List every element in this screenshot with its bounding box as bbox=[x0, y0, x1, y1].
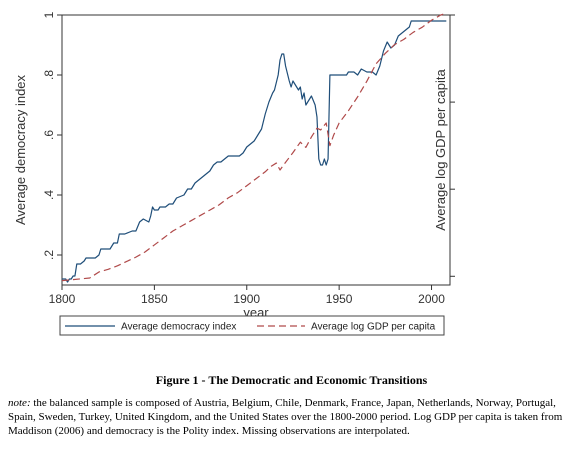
y-right-tick-label: 10 bbox=[456, 8, 457, 22]
y-axis-right-title: Average log GDP per capita bbox=[433, 69, 448, 231]
y-left-tick-label: .2 bbox=[42, 250, 56, 260]
y-right-tick-label: 7 bbox=[456, 273, 457, 280]
y-right-tick-label: 9 bbox=[456, 99, 457, 106]
y-left-tick-label: .6 bbox=[42, 130, 56, 140]
x-tick-label: 2000 bbox=[418, 292, 445, 306]
y-axis-left: .2 .4 .6 .8 1 bbox=[42, 11, 62, 260]
legend-box bbox=[59, 315, 445, 336]
x-tick-label: 1850 bbox=[141, 292, 168, 306]
plot-area-border bbox=[61, 14, 451, 286]
figure-note-body: the balanced sample is composed of Austr… bbox=[8, 397, 563, 437]
y-axis-right: 7 8 9 10 bbox=[450, 8, 457, 280]
series-layer bbox=[61, 12, 447, 283]
y-left-tick-label: 1 bbox=[42, 11, 56, 18]
y-right-tick-label: 8 bbox=[456, 186, 457, 193]
x-axis: 1800 1850 1900 1950 2000 bbox=[49, 285, 445, 306]
legend: Average democracy index Average log GDP … bbox=[59, 315, 445, 336]
series-line-gdp bbox=[61, 12, 447, 282]
legend-label-gdp: Average log GDP per capita bbox=[311, 322, 436, 333]
figure-note-lead: note: bbox=[8, 397, 31, 409]
x-tick-label: 1950 bbox=[326, 292, 353, 306]
y-axis-left-title: Average democracy index bbox=[13, 74, 28, 225]
y-left-tick-label: .4 bbox=[42, 190, 56, 200]
x-tick-label: 1800 bbox=[49, 292, 76, 306]
plot-frame bbox=[61, 14, 451, 286]
figure-title: Figure 1 - The Democratic and Economic T… bbox=[155, 373, 428, 387]
legend-label-democracy: Average democracy index bbox=[121, 322, 236, 333]
figure-note: note: the balanced sample is composed of… bbox=[8, 396, 578, 438]
series-line-democracy bbox=[62, 20, 447, 283]
x-tick-label: 1900 bbox=[233, 292, 260, 306]
y-left-tick-label: .8 bbox=[42, 70, 56, 80]
